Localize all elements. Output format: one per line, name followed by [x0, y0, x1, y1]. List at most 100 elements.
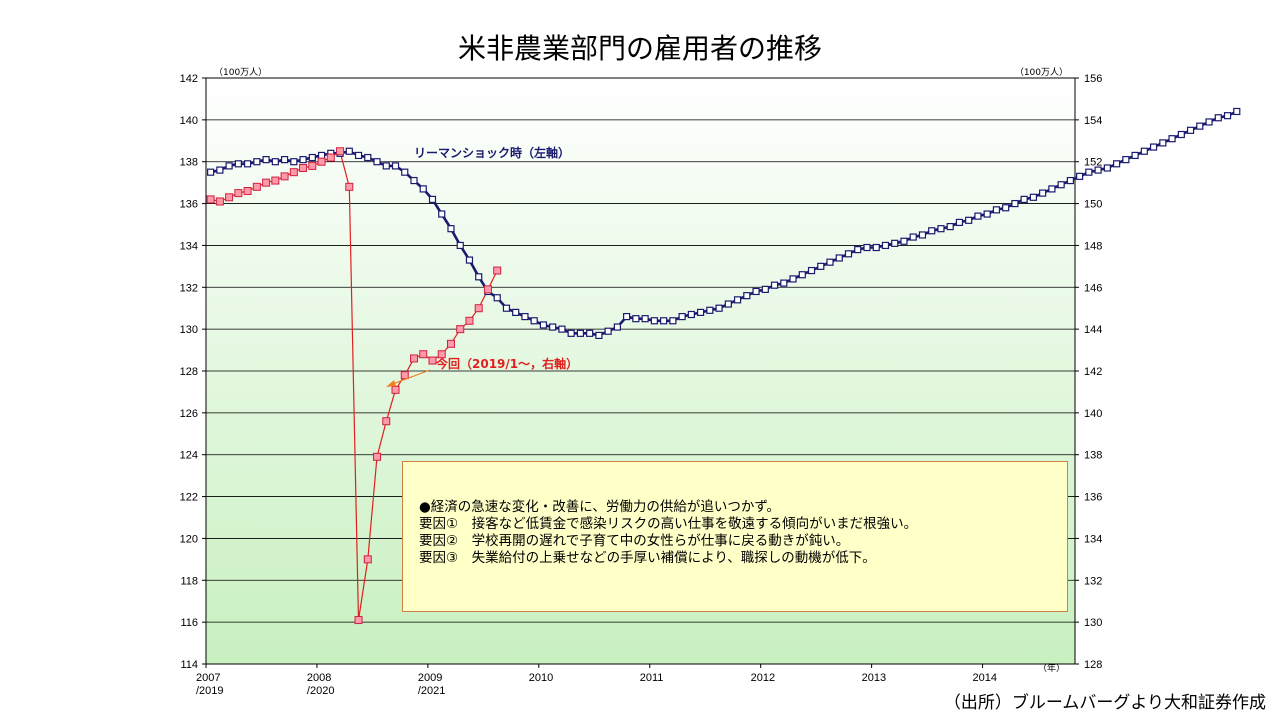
y-axis-left: 114 116 118 120 122 124 126 128 130 132 134 136 138 1… [180, 73, 206, 671]
lehman-data-point [364, 153, 372, 162]
y-right-tick-label: 154 [1084, 115, 1102, 127]
lehman-data-point [660, 317, 668, 325]
lehman-data-point [817, 262, 825, 270]
lehman-data-point [345, 147, 353, 155]
y-right-tick-label: 142 [1084, 366, 1102, 378]
lehman-data-point [826, 258, 834, 266]
current-data-point [280, 172, 289, 181]
current-data-point [299, 163, 308, 172]
y-left-tick-label: 138 [180, 157, 198, 169]
current-data-point [317, 157, 326, 166]
y-left-tick-label: 118 [180, 575, 198, 587]
lehman-data-point [1196, 122, 1204, 130]
note-line-3: 要因② 学校再開の遅れで子育て中の女性らが仕事に戻る動きが鈍い。 [419, 533, 850, 549]
lehman-data-point [752, 287, 760, 296]
lehman-data-point [1066, 176, 1074, 185]
lehman-series-label: リーマンショック時（左軸） [414, 145, 570, 160]
x-tick-label: 2011 [640, 672, 664, 684]
x-tick-label-secondary: /2019 [196, 685, 224, 697]
lehman-data-point [937, 225, 945, 233]
y-left-tick-label: 120 [180, 533, 198, 545]
lehman-data-point [641, 315, 649, 323]
lehman-data-point [428, 195, 437, 203]
current-data-point [483, 285, 492, 294]
lehman-data-point [780, 279, 788, 287]
current-data-point [400, 371, 409, 380]
lehman-data-point [475, 273, 483, 281]
y-right-tick-label: 152 [1084, 157, 1102, 169]
current-data-point [456, 325, 465, 334]
current-data-point [446, 339, 455, 348]
x-tick-label: 2012 [751, 672, 775, 684]
current-data-point [262, 178, 271, 187]
lehman-data-point [743, 292, 751, 300]
y-right-tick-label: 134 [1084, 533, 1102, 545]
lehman-data-point [401, 168, 409, 176]
lehman-data-point [974, 212, 982, 220]
lehman-data-point [678, 312, 686, 321]
lehman-data-point [586, 329, 594, 337]
lehman-data-point [807, 266, 816, 275]
lehman-data-point [299, 156, 307, 164]
lehman-data-point [512, 308, 520, 316]
lehman-data-point [761, 285, 769, 293]
note-line-1: ●経済の急速な変化・改善に、労働力の供給が追いつかず。 [419, 499, 781, 515]
lehman-data-point [308, 153, 316, 162]
lehman-data-point [234, 160, 242, 168]
y-right-tick-label: 148 [1084, 240, 1102, 252]
current-data-point [326, 153, 335, 162]
y-right-tick-label: 128 [1084, 659, 1102, 671]
x-unit: （年） [1038, 662, 1065, 674]
y-left-tick-label: 130 [180, 324, 198, 336]
note-line-4: 要因③ 失業給付の上乗せなどの手厚い補償により、職探しの動機が低下。 [419, 550, 876, 566]
lehman-data-point [965, 216, 973, 224]
lehman-data-point [687, 310, 695, 319]
chart-title: 米非農業部門の雇用者の推移 [458, 32, 822, 65]
lehman-data-point [1205, 118, 1213, 126]
x-tick-label: 2007 [196, 672, 220, 684]
current-data-point [363, 555, 372, 564]
lehman-data-point [1177, 130, 1185, 139]
note-line-2: 要因① 接客など低賃金で感染リスクの高い仕事を敬遠する傾向がいまだ根強い。 [419, 516, 918, 532]
y-left-tick-label: 124 [180, 450, 198, 462]
y-right-tick-label: 138 [1084, 450, 1102, 462]
lehman-data-point [502, 304, 511, 312]
lehman-data-point [863, 243, 871, 252]
x-tick-label: 2013 [862, 672, 886, 684]
y-left-tick-label: 128 [180, 366, 198, 378]
lehman-data-point [567, 329, 575, 337]
lehman-data-point [1020, 195, 1028, 203]
x-tick-label: 2010 [529, 672, 553, 684]
x-axis: 2007/2019 2008/2020 2009/2021 2010 2011 2012 2… [196, 664, 997, 697]
lehman-data-point [715, 304, 723, 312]
series-points [206, 107, 1241, 625]
y-right-tick-label: 150 [1084, 199, 1102, 211]
x-tick-label: 2008 [307, 672, 331, 684]
lehman-data-point [650, 317, 658, 325]
current-label-arrow [389, 369, 431, 386]
current-data-point [373, 452, 382, 461]
current-data-point [382, 417, 391, 426]
lehman-data-point [549, 323, 557, 331]
lehman-data-point [1076, 172, 1084, 180]
lehman-data-point [419, 185, 427, 193]
lehman-data-point [262, 156, 270, 164]
lehman-data-point [225, 162, 233, 170]
y-left-unit: （100万人） [214, 67, 267, 78]
lehman-data-point [1048, 185, 1056, 193]
lehman-data-point [253, 158, 261, 166]
lehman-data-point [382, 162, 390, 170]
lehman-data-point [354, 151, 363, 160]
lehman-data-point [900, 237, 908, 245]
lehman-data-point [909, 233, 917, 241]
lehman-data-point [317, 151, 326, 160]
lehman-data-point [207, 168, 215, 176]
lehman-data-point [632, 315, 640, 323]
current-data-point [336, 147, 345, 156]
source-note: （出所）ブルームバーグより大和証券作成 [944, 692, 1266, 713]
current-data-point [391, 385, 400, 394]
lehman-data-point [271, 158, 279, 166]
lehman-data-point [1011, 199, 1019, 208]
x-tick-label-secondary: /2020 [307, 685, 335, 697]
x-tick-label: 2014 [973, 672, 997, 684]
